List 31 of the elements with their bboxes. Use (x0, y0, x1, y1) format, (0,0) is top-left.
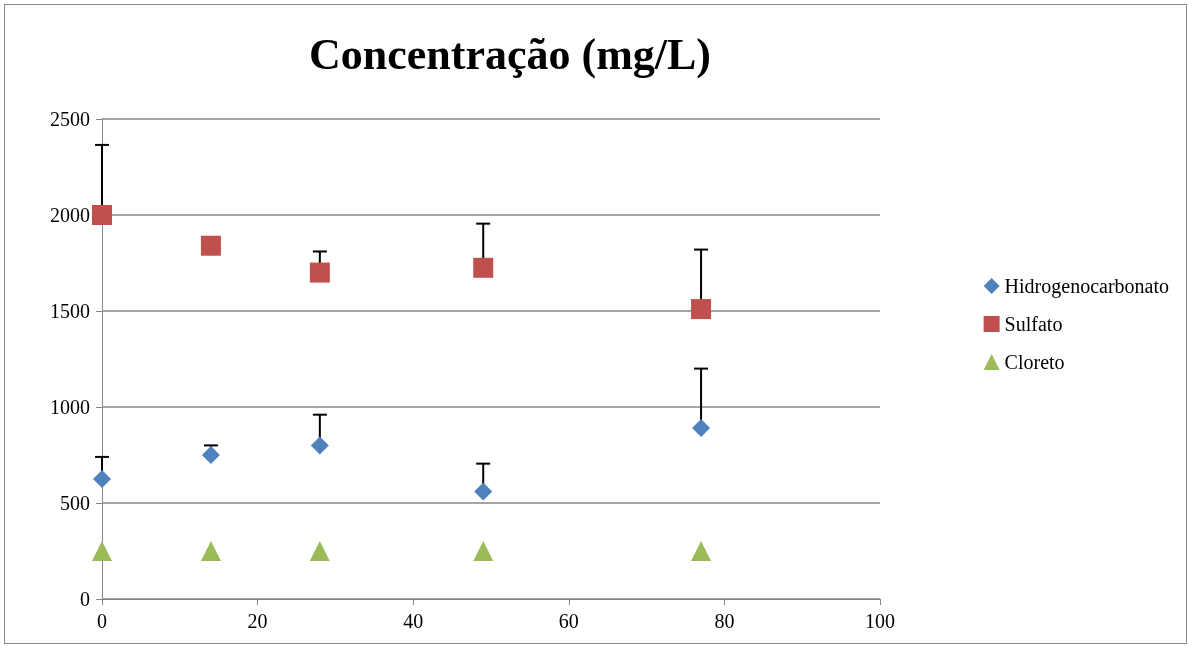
point (310, 436, 329, 455)
y-tick-label: 500 (60, 492, 90, 514)
y-tick-label: 1500 (50, 300, 90, 322)
x-tick-label: 0 (97, 610, 107, 632)
point (201, 446, 220, 464)
point (691, 541, 712, 561)
point (92, 541, 112, 561)
y-tick-label: 1000 (50, 396, 90, 418)
y-tick-label: 2500 (50, 108, 90, 130)
point (309, 541, 330, 561)
x-tick-label: 80 (714, 610, 735, 632)
point (200, 541, 221, 561)
point (692, 419, 711, 438)
point (92, 205, 112, 225)
x-tick-label: 100 (865, 610, 895, 632)
point (200, 235, 221, 256)
point (473, 257, 494, 278)
point (309, 262, 330, 283)
point (691, 299, 712, 320)
x-tick-label: 40 (403, 610, 424, 632)
point (474, 482, 493, 501)
y-tick-label: 2000 (50, 204, 90, 226)
chart-title: Concentração (mg/L) (308, 29, 712, 79)
x-tick-label: 20 (247, 610, 268, 632)
y-tick-label: 0 (80, 588, 90, 610)
x-tick-label: 60 (558, 610, 579, 632)
legend-label: Sulfato (1004, 313, 1063, 335)
point (93, 470, 111, 488)
point (473, 541, 494, 561)
legend-label: Hidrogenocarbonato (1004, 275, 1170, 298)
legend-label: Cloreto (1004, 351, 1065, 373)
